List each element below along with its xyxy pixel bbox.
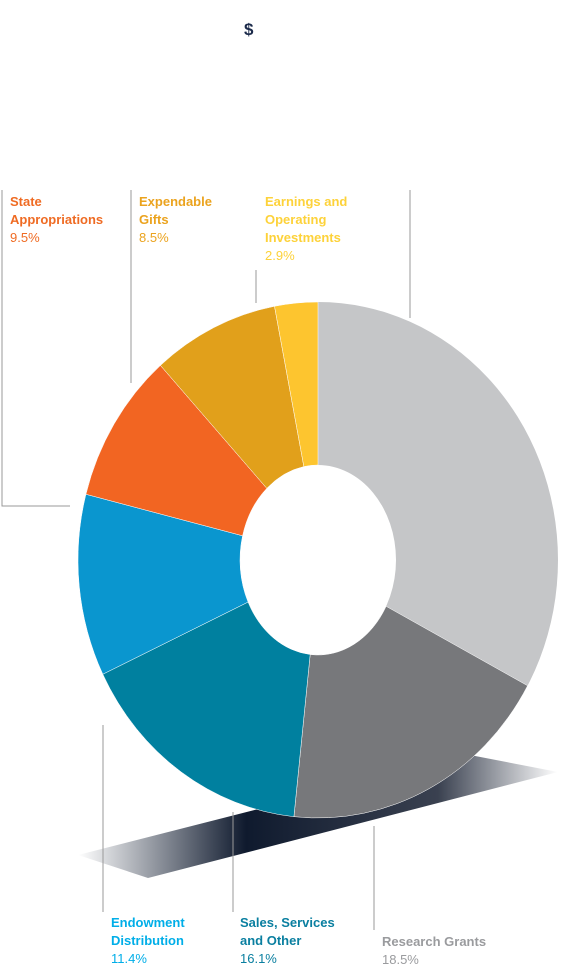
value-label: 2.9% — [265, 248, 295, 263]
value-label: 8.5% — [139, 230, 169, 245]
category-name: Expendable Gifts — [139, 194, 212, 227]
segment-label: Earnings and Operating Investments 2.9% — [265, 193, 365, 265]
donut-segment — [274, 301, 319, 467]
segment-label: Expendable Gifts 8.5% — [139, 193, 224, 247]
value-label: 16.1% — [240, 951, 277, 966]
donut-segment — [102, 601, 311, 817]
segment-label: Sales, Services and Other 16.1% — [240, 914, 350, 968]
donut — [77, 301, 558, 819]
donut-segment — [85, 365, 268, 537]
segment-label: State Appropriations 9.5% — [10, 193, 120, 247]
segment-label: Endowment Distribution 11.4% — [111, 914, 201, 968]
category-name: Endowment Distribution — [111, 915, 185, 948]
value-label: 9.5% — [10, 230, 40, 245]
donut-segment — [293, 605, 528, 819]
category-name: State Appropriations — [10, 194, 104, 227]
category-name: Research Grants — [382, 934, 487, 949]
category-name: Sales, Services and Other — [240, 915, 335, 948]
title: $ — [244, 20, 254, 39]
segment-label: Research Grants 18.5% — [382, 933, 502, 969]
donut-segment — [77, 493, 249, 675]
leader-lines — [1, 190, 411, 930]
value-label: 18.5% — [382, 952, 419, 967]
value-label: 11.4% — [111, 951, 147, 966]
category-name: Earnings and Operating Investments — [265, 194, 348, 245]
